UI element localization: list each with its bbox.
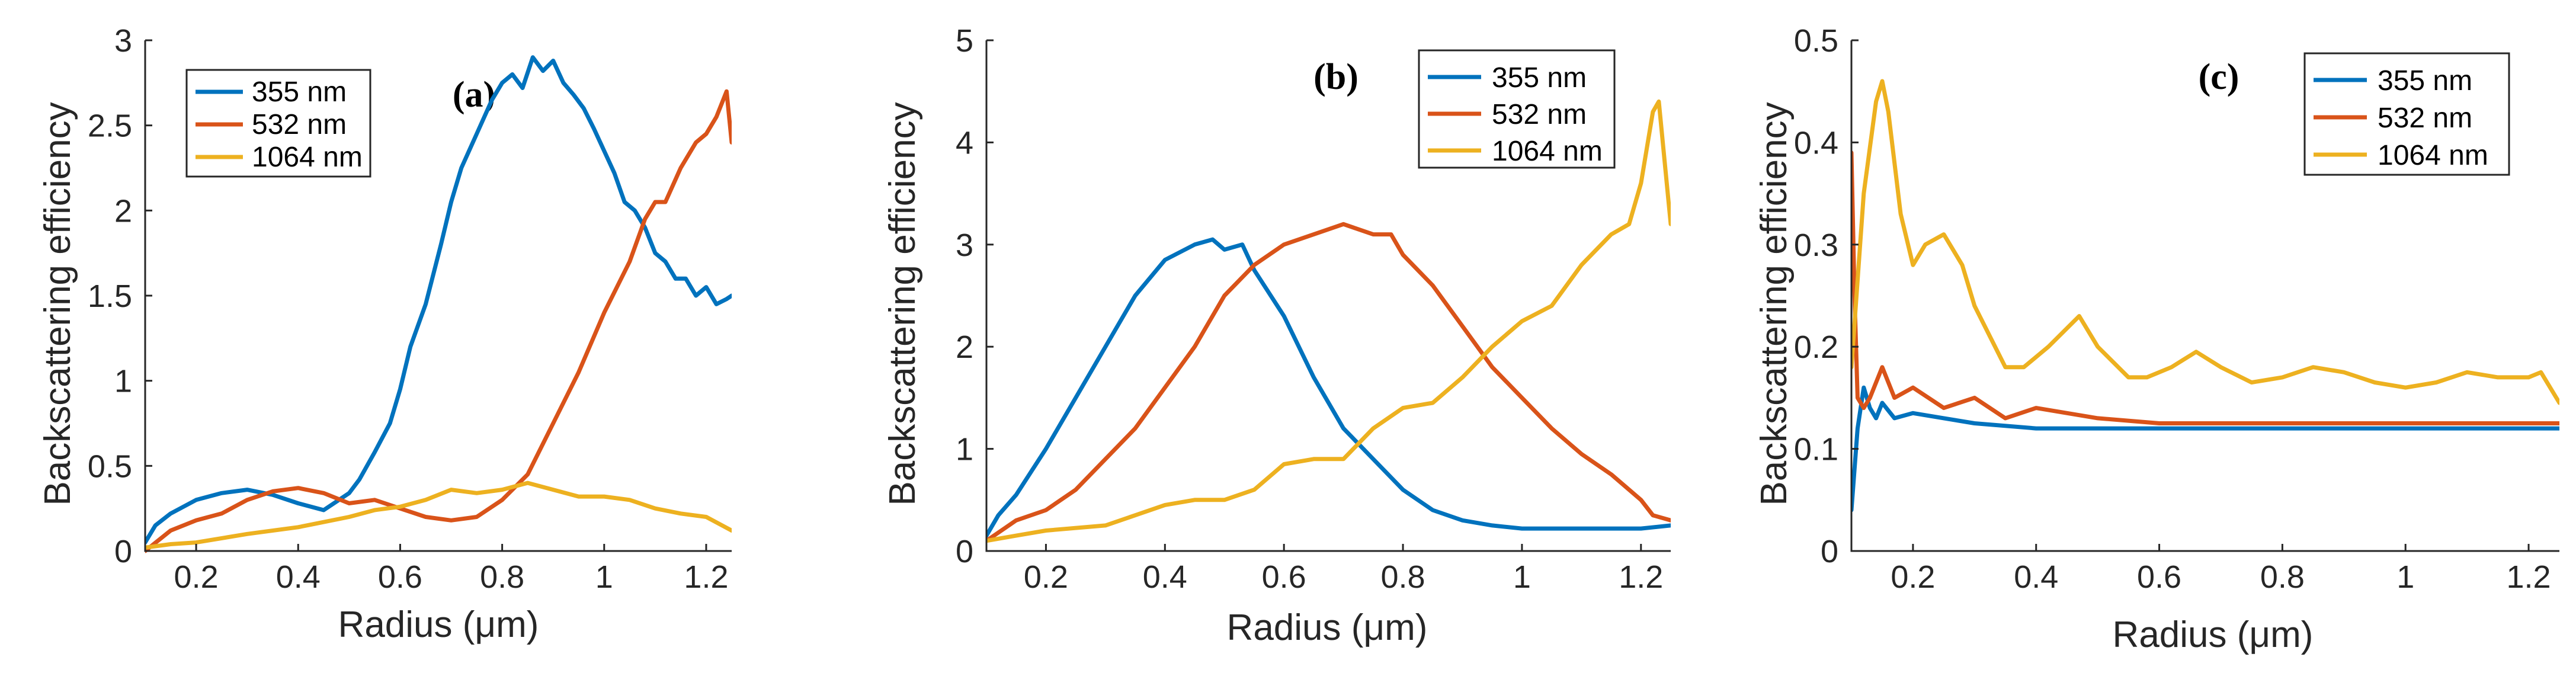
- x-tick-label: 0.2: [174, 559, 219, 595]
- x-tick-label: 0.2: [1891, 559, 1935, 595]
- x-tick-label: 0.8: [1381, 559, 1425, 595]
- x-tick-label: 1: [1513, 559, 1531, 595]
- chart-panel-c: Backscattering efficiency Radius (μm) (c…: [1754, 23, 2559, 655]
- y-tick-label: 0.5: [1794, 23, 1838, 59]
- legend-label-532: 532 nm: [252, 109, 347, 140]
- x-tick-label: 0.6: [2137, 559, 2181, 595]
- y-tick-label: 5: [956, 23, 973, 59]
- legend-label-532: 532 nm: [2378, 102, 2472, 134]
- x-tick-label: 1: [2396, 559, 2414, 595]
- series-line-532-nm: [1851, 150, 2559, 425]
- x-tick-label: 0.4: [2014, 559, 2058, 595]
- y-tick-label: 0.4: [1794, 125, 1838, 161]
- x-tick-label: 0.6: [1262, 559, 1306, 595]
- x-tick-label: 0.2: [1024, 559, 1068, 595]
- y-tick-label: 0: [114, 534, 132, 569]
- y-tick-label: 3: [956, 228, 973, 263]
- series-line-1064-nm: [986, 99, 1671, 543]
- legend-label-532: 532 nm: [1492, 99, 1587, 130]
- y-tick-label: 2.5: [88, 108, 132, 144]
- series-line-532-nm: [145, 89, 732, 553]
- y-tick-label: 0: [956, 534, 973, 569]
- x-tick-label: 0.8: [2260, 559, 2305, 595]
- series-line-355-nm: [145, 55, 732, 545]
- y-axis-label: Backscattering efficiency: [1754, 102, 1795, 505]
- y-axis-label: Backscattering efficiency: [37, 102, 78, 505]
- chart-panel-b: Backscattering efficiency Radius (μm) (b…: [882, 23, 1671, 648]
- x-tick-label: 0.6: [378, 559, 422, 595]
- y-tick-label: 0: [1821, 534, 1838, 569]
- x-tick-label: 1.2: [2507, 559, 2551, 595]
- legend-label-355: 355 nm: [252, 76, 347, 108]
- panel-label: (c): [2199, 57, 2239, 97]
- y-tick-label: 2: [956, 329, 973, 365]
- legend-label-1064: 1064 nm: [1492, 136, 1603, 167]
- legend-label-355: 355 nm: [1492, 62, 1587, 94]
- x-axis-label: Radius (μm): [338, 604, 539, 645]
- y-tick-label: 4: [956, 125, 973, 161]
- legend-label-355: 355 nm: [2378, 65, 2472, 97]
- series-line-1064-nm: [145, 480, 732, 550]
- legend-label-1064: 1064 nm: [2378, 140, 2488, 171]
- y-tick-label: 3: [114, 23, 132, 59]
- x-tick-label: 0.4: [1143, 559, 1187, 595]
- legend: [1418, 49, 1616, 169]
- x-axis-label: Radius (μm): [2113, 614, 2314, 655]
- x-axis-label: Radius (μm): [1227, 607, 1428, 648]
- series-line-355-nm: [1851, 385, 2559, 512]
- y-tick-label: 0.1: [1794, 432, 1838, 467]
- y-tick-label: 2: [114, 193, 132, 229]
- x-tick-label: 1: [595, 559, 613, 595]
- legend-label-1064: 1064 nm: [252, 142, 363, 173]
- y-tick-label: 0.3: [1794, 228, 1838, 263]
- panel-label: (b): [1313, 57, 1359, 97]
- x-tick-label: 1.2: [684, 559, 728, 595]
- y-axis-label: Backscattering efficiency: [882, 102, 923, 505]
- y-tick-label: 1.5: [88, 278, 132, 314]
- series-line-355-nm: [986, 237, 1671, 538]
- y-tick-label: 0.2: [1794, 329, 1838, 365]
- chart-panel-a: Backscattering efficiency Radius (μm) (a…: [37, 23, 732, 645]
- x-tick-label: 1.2: [1619, 559, 1663, 595]
- series-line-1064-nm: [1851, 79, 2559, 405]
- series-line-532-nm: [986, 222, 1671, 543]
- x-tick-label: 0.8: [480, 559, 524, 595]
- y-tick-label: 1: [114, 364, 132, 399]
- x-tick-label: 0.4: [276, 559, 321, 595]
- y-tick-label: 1: [956, 432, 973, 467]
- y-tick-label: 0.5: [88, 448, 132, 484]
